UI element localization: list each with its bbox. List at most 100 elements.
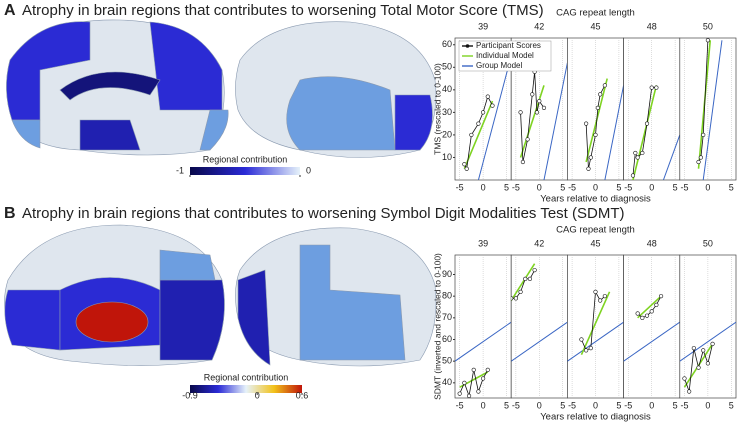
x-tick-label: 0 bbox=[593, 182, 598, 192]
x-tick-label: 5 bbox=[673, 182, 678, 192]
chart-title: CAG repeat length bbox=[556, 8, 635, 19]
x-tick-label: 0 bbox=[537, 400, 542, 410]
series-line bbox=[604, 85, 624, 180]
participant-point bbox=[595, 105, 600, 110]
participant-point bbox=[640, 150, 645, 156]
participant-point bbox=[485, 94, 490, 99]
colorbar-tick-label: 0 bbox=[306, 165, 311, 175]
facet-plot bbox=[455, 321, 512, 398]
x-tick-label: 5 bbox=[560, 400, 565, 410]
y-tick-label: 60 bbox=[442, 39, 452, 49]
y-tick-label: 80 bbox=[442, 291, 452, 301]
participant-point bbox=[525, 137, 530, 142]
facet-plot bbox=[462, 55, 512, 180]
x-tick-label: -5 bbox=[680, 182, 688, 192]
panel-label: B bbox=[4, 205, 16, 222]
y-tick-label: 50 bbox=[442, 356, 452, 366]
participant-point bbox=[518, 110, 523, 115]
facet-plot bbox=[696, 38, 723, 180]
series-line bbox=[477, 55, 512, 180]
y-tick-label: 40 bbox=[442, 377, 452, 387]
facet-title: 39 bbox=[478, 21, 488, 31]
brain-lateral bbox=[235, 21, 437, 158]
participant-point bbox=[682, 376, 687, 381]
x-tick-label: 5 bbox=[616, 400, 621, 410]
colorbar bbox=[190, 385, 302, 393]
colorbar-tick-label: 0.6 bbox=[296, 390, 309, 400]
participant-point bbox=[701, 348, 706, 353]
x-tick-label: 0 bbox=[649, 400, 654, 410]
y-tick-label: 60 bbox=[442, 334, 452, 344]
x-tick-label: -5 bbox=[512, 182, 520, 192]
participant-point bbox=[602, 83, 607, 88]
participant-point bbox=[696, 159, 701, 165]
colorbar-title: Regional contribution bbox=[203, 154, 288, 164]
participant-point bbox=[654, 85, 659, 90]
facet-title: 42 bbox=[534, 21, 544, 31]
facet-title: 39 bbox=[478, 238, 488, 248]
participant-point bbox=[513, 296, 518, 301]
participant-point bbox=[654, 302, 659, 307]
brain-medial bbox=[4, 224, 225, 366]
y-axis-label: SDMT (inverted and rescaled to 0-100) bbox=[432, 253, 442, 400]
x-tick-label: -5 bbox=[456, 400, 464, 410]
participant-point bbox=[588, 346, 593, 351]
participant-point bbox=[640, 315, 645, 320]
y-tick-label: 10 bbox=[442, 152, 452, 162]
y-tick-label: 70 bbox=[442, 312, 452, 322]
series-line bbox=[519, 85, 545, 158]
x-axis-label: Years relative to diagnosis bbox=[540, 194, 651, 205]
participant-point bbox=[523, 276, 528, 281]
participant-point bbox=[630, 173, 636, 178]
colorbar-title: Regional contribution bbox=[204, 372, 289, 382]
facet-plot bbox=[630, 85, 680, 180]
participant-point bbox=[584, 121, 589, 126]
x-tick-label: -5 bbox=[624, 400, 632, 410]
x-tick-label: -5 bbox=[568, 400, 576, 410]
participant-point bbox=[579, 337, 584, 342]
x-tick-label: 5 bbox=[616, 182, 621, 192]
participant-point bbox=[635, 311, 640, 316]
facet-plot bbox=[567, 289, 624, 362]
colorbar-tick-label: -1 bbox=[176, 165, 184, 175]
participant-point bbox=[593, 132, 598, 138]
x-tick-label: 0 bbox=[481, 182, 486, 192]
panel-title: Atrophy in brain regions that contribute… bbox=[22, 205, 624, 222]
y-tick-label: 90 bbox=[442, 269, 452, 279]
facet-title: 50 bbox=[703, 21, 713, 31]
facet-title: 42 bbox=[534, 238, 544, 248]
participant-point bbox=[698, 155, 703, 160]
legend-label: Group Model bbox=[476, 61, 522, 70]
participant-point bbox=[658, 294, 664, 299]
participant-point bbox=[602, 294, 607, 299]
participant-point bbox=[598, 92, 603, 97]
participant-point bbox=[511, 296, 514, 301]
participant-point bbox=[649, 309, 654, 314]
x-tick-label: -5 bbox=[456, 182, 464, 192]
participant-point bbox=[469, 132, 474, 138]
colorbar bbox=[190, 167, 300, 175]
participant-point bbox=[705, 38, 711, 43]
facet-plot bbox=[623, 294, 680, 362]
facet-title: 48 bbox=[647, 21, 657, 31]
participant-point bbox=[466, 393, 472, 398]
x-tick-label: 5 bbox=[560, 182, 565, 192]
x-tick-label: 0 bbox=[593, 400, 598, 410]
participant-point bbox=[518, 289, 523, 294]
participant-point bbox=[481, 376, 486, 381]
x-tick-label: 5 bbox=[504, 182, 509, 192]
y-tick-label: 30 bbox=[442, 107, 452, 117]
series-line bbox=[698, 40, 709, 163]
y-tick-label: 40 bbox=[442, 84, 452, 94]
participant-point bbox=[532, 268, 537, 273]
participant-point bbox=[485, 367, 490, 372]
participant-point bbox=[527, 276, 533, 281]
participant-point bbox=[586, 166, 591, 171]
series-line bbox=[683, 343, 714, 388]
participant-point bbox=[462, 162, 467, 167]
series-line bbox=[632, 85, 658, 180]
legend-label: Individual Model bbox=[476, 51, 534, 60]
facet-plot bbox=[584, 78, 624, 180]
facet-frame bbox=[623, 254, 681, 399]
